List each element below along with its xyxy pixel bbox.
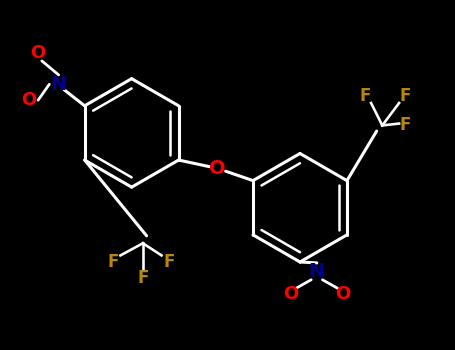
Text: F: F <box>107 253 119 271</box>
Text: O: O <box>209 159 226 178</box>
Text: O: O <box>30 44 46 62</box>
Text: N: N <box>308 262 325 281</box>
Text: F: F <box>163 253 175 271</box>
Text: F: F <box>399 86 410 105</box>
Text: F: F <box>360 86 371 105</box>
Text: N: N <box>51 75 67 94</box>
Text: F: F <box>137 269 148 287</box>
Text: O: O <box>283 285 298 303</box>
Text: O: O <box>335 285 351 303</box>
Text: O: O <box>21 91 36 109</box>
Text: F: F <box>399 117 410 134</box>
